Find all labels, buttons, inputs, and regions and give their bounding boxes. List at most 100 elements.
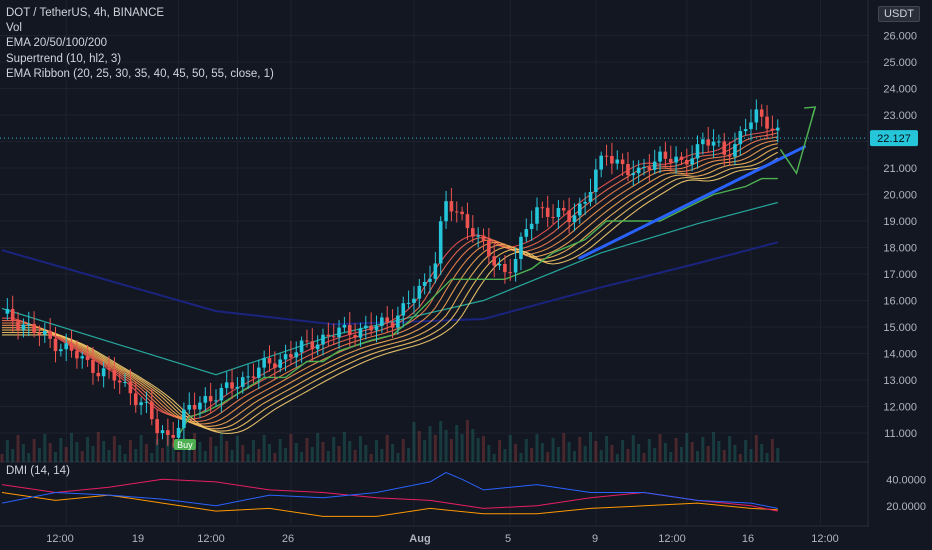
volume-bar <box>647 439 651 462</box>
candle-body <box>444 201 448 222</box>
candle-body <box>642 167 646 169</box>
y-tick-label: 17.000 <box>883 269 917 281</box>
volume-bar <box>214 446 218 462</box>
candle-body <box>369 325 373 331</box>
volume-bar <box>80 451 84 462</box>
buy-label: Buy <box>177 440 193 450</box>
volume-bar <box>241 445 245 462</box>
candle-body <box>754 109 759 123</box>
volume-bar <box>16 435 20 462</box>
volume-bar <box>465 420 469 462</box>
chart-legend: DOT / TetherUS, 4h, BINANCE Vol EMA 20/5… <box>6 6 274 82</box>
volume-bar <box>524 439 528 462</box>
candle-body <box>75 350 79 359</box>
volume-bar <box>21 444 25 462</box>
volume-bar <box>161 448 164 462</box>
volume-bar <box>701 437 705 462</box>
volume-bar <box>230 450 234 462</box>
candle-body <box>37 332 42 335</box>
volume-bar <box>118 445 122 462</box>
candle-body <box>775 127 780 131</box>
candle-body <box>679 156 684 160</box>
volume-bar <box>738 454 742 462</box>
volume-bar <box>358 436 362 462</box>
ema200-line <box>1 241 779 326</box>
volume-bar <box>594 441 598 462</box>
volume-bar <box>460 434 464 462</box>
last-price-label: 22.127 <box>877 133 911 145</box>
candle-body <box>481 235 486 241</box>
volume-bar <box>342 432 346 462</box>
candle-body <box>289 354 293 358</box>
candle-body <box>278 359 282 368</box>
volume-bar <box>514 444 518 462</box>
volume-bar <box>353 450 357 462</box>
forecast-arrow <box>779 106 816 176</box>
y-tick-label: 21.000 <box>883 163 917 175</box>
volume-bar <box>482 436 485 462</box>
volume-bar <box>433 435 437 462</box>
x-tick-label: 12:00 <box>46 533 74 545</box>
legend-symbol: DOT / TetherUS, 4h, BINANCE <box>6 7 165 19</box>
candle-body <box>545 207 550 217</box>
legend-ema: EMA 20/50/100/200 <box>6 37 108 50</box>
candle-body <box>43 330 47 335</box>
ema-ribbon-line <box>2 143 778 427</box>
volume-bar <box>733 445 737 462</box>
volume-bar <box>690 442 694 462</box>
candle-body <box>428 278 432 282</box>
volume-bar <box>48 443 52 462</box>
volume-bar <box>717 441 721 462</box>
volume-bar <box>0 454 4 462</box>
volume-bar <box>171 443 175 462</box>
volume-bar <box>621 440 625 462</box>
volume-bar <box>391 444 395 462</box>
currency-badge[interactable]: USDT <box>878 6 920 22</box>
volume-bar <box>754 435 758 462</box>
volume-bar <box>471 429 475 462</box>
volume-bar <box>492 454 496 462</box>
candle-body <box>743 129 748 132</box>
candle-body <box>240 377 245 387</box>
volume-bar <box>476 438 480 462</box>
candle-body <box>214 400 218 402</box>
candle-body <box>315 344 320 350</box>
x-tick-label: 5 <box>505 533 511 545</box>
candle-body <box>556 208 561 218</box>
ema-ribbon-line <box>2 151 779 432</box>
volume-bar <box>423 440 427 462</box>
candle-body <box>460 211 464 215</box>
legend-vol: Vol <box>6 22 22 35</box>
volume-bar <box>498 440 502 462</box>
candle-body <box>208 396 213 402</box>
candle-body <box>166 430 170 435</box>
volume-bar <box>679 447 683 462</box>
volume-bar <box>669 452 673 462</box>
candle-body <box>540 207 545 209</box>
candle-body <box>401 303 406 316</box>
candle-body <box>503 264 507 273</box>
volume-bar <box>567 442 571 462</box>
volume-bar <box>401 439 405 462</box>
candle-body <box>599 155 603 170</box>
y-tick-label: 23.000 <box>883 110 917 122</box>
volume-bar <box>209 437 213 462</box>
volume-bar <box>70 433 74 462</box>
x-tick-label: 12:00 <box>811 533 839 545</box>
volume-bar <box>102 441 106 462</box>
candle-body <box>615 159 620 164</box>
x-tick-label: Aug <box>409 533 430 545</box>
volume-bar <box>455 425 459 462</box>
candle-body <box>337 327 341 338</box>
candle-body <box>257 367 261 378</box>
candle-body <box>572 215 577 223</box>
volume-bar <box>706 446 710 462</box>
candle-body <box>508 272 513 274</box>
volume-bar <box>134 449 138 462</box>
volume-bar <box>128 440 132 462</box>
volume-bar <box>284 448 288 462</box>
candle-body <box>326 334 331 337</box>
volume-bar <box>610 445 614 462</box>
candle-body <box>64 343 68 350</box>
